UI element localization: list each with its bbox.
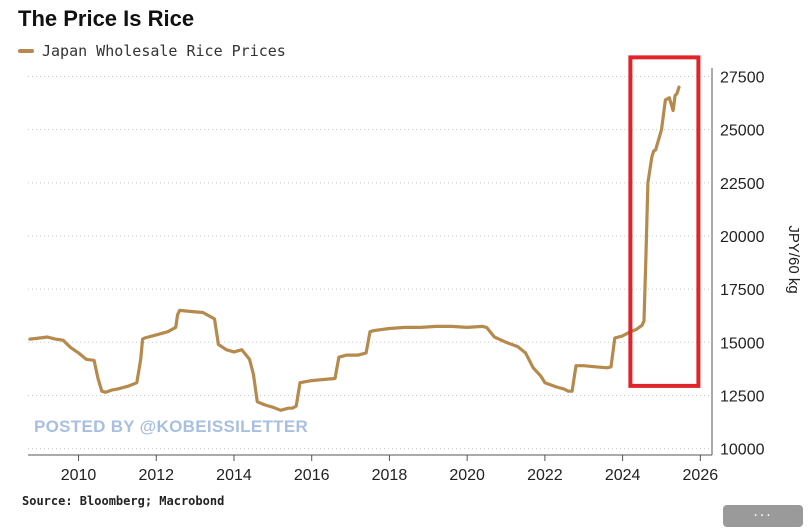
grid — [28, 76, 712, 450]
x-tick-label-2020: 2020 — [449, 467, 485, 484]
legend-label: Japan Wholesale Rice Prices — [42, 42, 286, 60]
y-tick-label-20000: 20000 — [720, 229, 765, 246]
chart-title: The Price Is Rice — [18, 6, 195, 31]
x-tick-label-2014: 2014 — [216, 467, 252, 484]
y-axis-label: JPY/60 kg — [785, 225, 802, 293]
y-tick-label-10000: 10000 — [720, 442, 765, 459]
series-layer — [28, 85, 681, 412]
y-tick-label-15000: 15000 — [720, 335, 765, 352]
x-tick-label-2026: 2026 — [683, 467, 719, 484]
x-tick-label-2018: 2018 — [372, 467, 408, 484]
y-tick-label-22500: 22500 — [720, 176, 765, 193]
legend-swatch — [18, 49, 34, 53]
annotation-layer — [628, 55, 701, 388]
watermark-text: POSTED BY @KOBEISSILETTER — [34, 417, 309, 436]
y-tick-label-12500: 12500 — [720, 388, 765, 405]
y-tick-label-27500: 27500 — [720, 70, 765, 87]
y-tick-label-25000: 25000 — [720, 123, 765, 140]
source-note: Source: Bloomberg; Macrobond — [22, 494, 225, 508]
highlight-box — [628, 55, 701, 388]
x-tick-label-2022: 2022 — [527, 467, 563, 484]
x-tick-label-2024: 2024 — [605, 467, 641, 484]
axes: 10000 12500 15000 17500 20000 22500 25000 27500… — [28, 68, 765, 484]
more-options-button[interactable]: ··· — [723, 505, 803, 527]
y-tick-label-17500: 17500 — [720, 282, 765, 299]
x-tick-label-2010: 2010 — [61, 467, 97, 484]
legend: Japan Wholesale Rice Prices — [18, 42, 286, 60]
series-line-japan-wholesale-rice-prices — [28, 85, 681, 412]
x-tick-label-2012: 2012 — [138, 467, 174, 484]
x-tick-label-2016: 2016 — [294, 467, 330, 484]
